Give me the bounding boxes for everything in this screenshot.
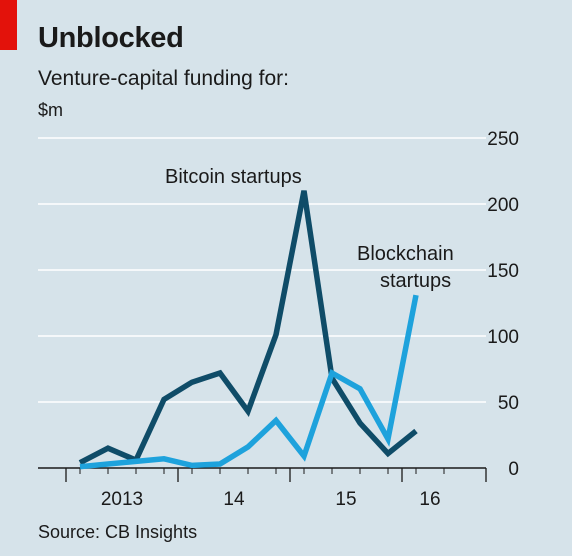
series-label-blockchain-line1: Blockchain bbox=[357, 243, 454, 265]
series-lines bbox=[78, 190, 419, 470]
y-axis-unit: $m bbox=[38, 100, 64, 120]
x-tick-label-2013: 2013 bbox=[101, 489, 143, 510]
series-line-blockchain bbox=[79, 294, 419, 470]
x-axis: 2013 14 15 16 bbox=[38, 467, 487, 510]
x-tick-label-16: 16 bbox=[419, 489, 440, 510]
series-line-bitcoin bbox=[78, 190, 418, 466]
series-label-blockchain-line2: startups bbox=[380, 270, 451, 292]
x-tick-label-15: 15 bbox=[335, 489, 356, 510]
x-tick-label-14: 14 bbox=[223, 489, 245, 510]
y-tick-label-200: 200 bbox=[487, 195, 519, 216]
y-tick-label-0: 0 bbox=[508, 459, 519, 480]
source-note: Source: CB Insights bbox=[38, 522, 198, 542]
chart-title: Unblocked bbox=[38, 22, 184, 54]
y-tick-label-100: 100 bbox=[487, 327, 519, 348]
chart-subtitle: Venture-capital funding for: bbox=[38, 67, 289, 90]
y-tick-labels: 0 50 100 150 200 250 bbox=[487, 129, 519, 480]
gridlines bbox=[38, 137, 486, 403]
y-tick-label-150: 150 bbox=[487, 261, 519, 282]
series-label-bitcoin: Bitcoin startups bbox=[165, 166, 302, 188]
y-tick-label-50: 50 bbox=[498, 393, 519, 414]
brand-accent-tag bbox=[0, 0, 17, 50]
y-tick-label-250: 250 bbox=[487, 129, 519, 150]
